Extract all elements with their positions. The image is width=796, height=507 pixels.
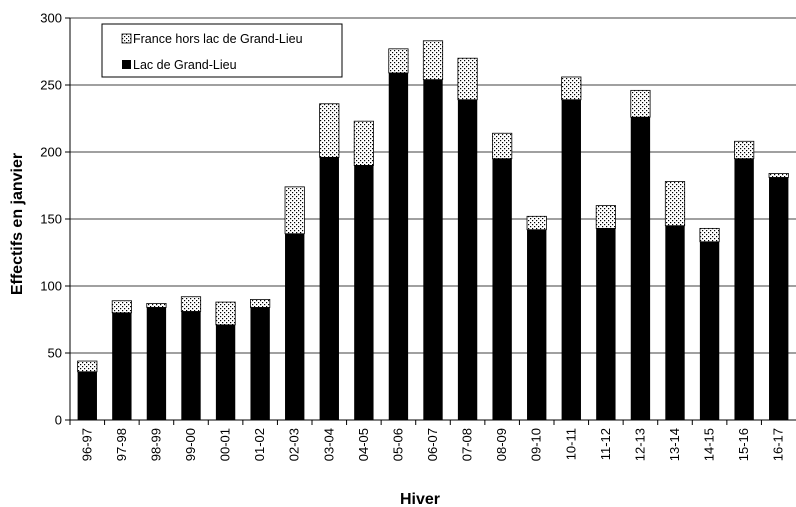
x-tick-label: 16-17	[771, 428, 786, 461]
x-tick-label: 99-00	[183, 428, 198, 461]
bar-lac	[665, 225, 685, 420]
y-axis-title: Effectifs en janvier	[9, 153, 26, 295]
bar-france	[146, 303, 167, 308]
bar-lac	[596, 228, 616, 420]
bar-france	[422, 40, 444, 81]
bar-france	[492, 132, 513, 160]
x-tick-label: 00-01	[218, 428, 233, 461]
bar-lac	[527, 229, 547, 420]
x-tick-label: 98-99	[148, 428, 163, 461]
bar-france	[215, 301, 236, 326]
x-tick-label: 96-97	[79, 428, 94, 461]
bar-france	[319, 103, 340, 158]
bar-lac	[77, 371, 97, 420]
bar-lac	[699, 241, 720, 420]
bar-france	[699, 227, 720, 243]
legend: France hors lac de Grand-Lieu Lac de Gra…	[101, 23, 343, 78]
x-axis-title: Hiver	[400, 491, 440, 507]
y-tick-label: 300	[40, 11, 62, 26]
bar-france	[561, 76, 582, 101]
bar-lac	[561, 99, 581, 421]
y-tick-label: 200	[40, 145, 62, 160]
bar-lac	[354, 165, 374, 420]
legend-swatch-lac	[122, 60, 131, 69]
bar-france	[526, 215, 547, 231]
bar-lac	[457, 99, 478, 421]
x-tick-labels: 96-97 97-98 98-99 99-00 00-01 01-02 02-03 03-04…	[69, 420, 786, 461]
bar-france	[284, 186, 305, 235]
y-tick-label: 100	[40, 279, 62, 294]
x-tick-label: 01-02	[252, 428, 267, 461]
x-tick-label: 05-06	[390, 428, 405, 461]
bar-france	[388, 48, 409, 74]
y-tick-label: 0	[55, 413, 62, 428]
bar-lac	[319, 157, 339, 421]
x-tick-label: 14-15	[702, 428, 717, 461]
bar-france	[768, 173, 789, 178]
y-tick-label: 250	[40, 78, 62, 93]
bar-lac	[769, 177, 789, 420]
x-tick-label: 15-16	[736, 428, 751, 461]
bar-lac	[112, 312, 132, 420]
bar-france	[353, 120, 374, 166]
legend-swatch-france	[121, 33, 132, 44]
bar-lac	[146, 307, 167, 420]
bar-lac	[181, 311, 201, 420]
bar-france	[111, 300, 132, 314]
bar-france	[457, 57, 478, 101]
x-tick-label: 12-13	[632, 428, 647, 461]
bar-lac	[423, 79, 443, 420]
bar-france	[734, 140, 755, 160]
bar-france	[250, 298, 271, 308]
bar-france	[664, 181, 686, 227]
bar-lac	[388, 72, 409, 420]
bar-lac	[630, 117, 651, 420]
x-tick-label: 06-07	[425, 428, 440, 461]
x-tick-label: 11-12	[598, 428, 613, 460]
bar-france	[77, 360, 98, 373]
legend-label-france: France hors lac de Grand-Lieu	[133, 32, 303, 46]
x-tick-label: 02-03	[287, 428, 302, 461]
x-tick-label: 13-14	[667, 428, 682, 461]
bars	[77, 40, 789, 421]
legend-label-lac: Lac de Grand-Lieu	[133, 58, 237, 72]
bar-lac	[734, 158, 754, 420]
bar-france	[630, 89, 651, 118]
x-tick-label: 07-08	[460, 428, 475, 461]
y-tick-labels: 0 50 100 150 200 250 300	[40, 11, 70, 428]
bar-lac	[285, 233, 305, 420]
x-tick-label: 09-10	[529, 428, 544, 461]
bar-lac	[215, 324, 236, 420]
bar-france	[595, 205, 616, 229]
x-tick-label: 10-11	[563, 428, 578, 460]
bar-lac	[492, 158, 512, 420]
y-tick-label: 50	[48, 346, 62, 361]
bar-france	[180, 296, 202, 312]
bar-lac	[250, 307, 270, 420]
y-tick-label: 150	[40, 212, 62, 227]
x-tick-label: 04-05	[356, 428, 371, 461]
x-tick-label: 03-04	[321, 428, 336, 461]
x-tick-label: 97-98	[114, 428, 129, 461]
legend-box	[101, 23, 343, 78]
x-tick-label: 08-09	[494, 428, 509, 461]
